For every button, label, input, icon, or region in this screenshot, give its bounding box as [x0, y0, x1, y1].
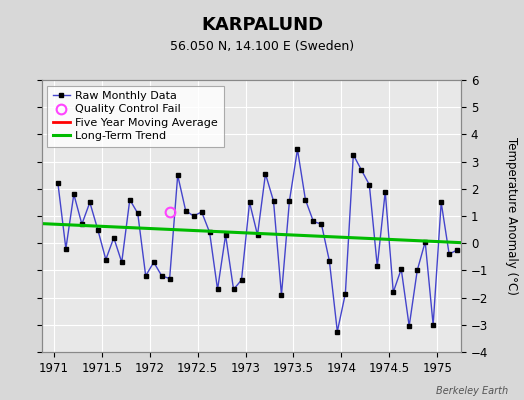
Text: 56.050 N, 14.100 E (Sweden): 56.050 N, 14.100 E (Sweden) [170, 40, 354, 53]
Raw Monthly Data [182, 208, 189, 213]
Raw Monthly Data [326, 258, 333, 263]
Text: Berkeley Earth: Berkeley Earth [436, 386, 508, 396]
Raw Monthly Data [143, 274, 149, 278]
Raw Monthly Data [174, 173, 181, 178]
Raw Monthly Data [454, 248, 460, 252]
Raw Monthly Data [294, 147, 301, 152]
Raw Monthly Data [358, 167, 364, 172]
Legend: Raw Monthly Data, Quality Control Fail, Five Year Moving Average, Long-Term Tren: Raw Monthly Data, Quality Control Fail, … [48, 86, 224, 147]
Text: KARPALUND: KARPALUND [201, 16, 323, 34]
Line: Raw Monthly Data: Raw Monthly Data [56, 148, 459, 333]
Raw Monthly Data [334, 329, 341, 334]
Raw Monthly Data [446, 252, 452, 256]
Y-axis label: Temperature Anomaly (°C): Temperature Anomaly (°C) [505, 137, 518, 295]
Raw Monthly Data [55, 181, 61, 186]
